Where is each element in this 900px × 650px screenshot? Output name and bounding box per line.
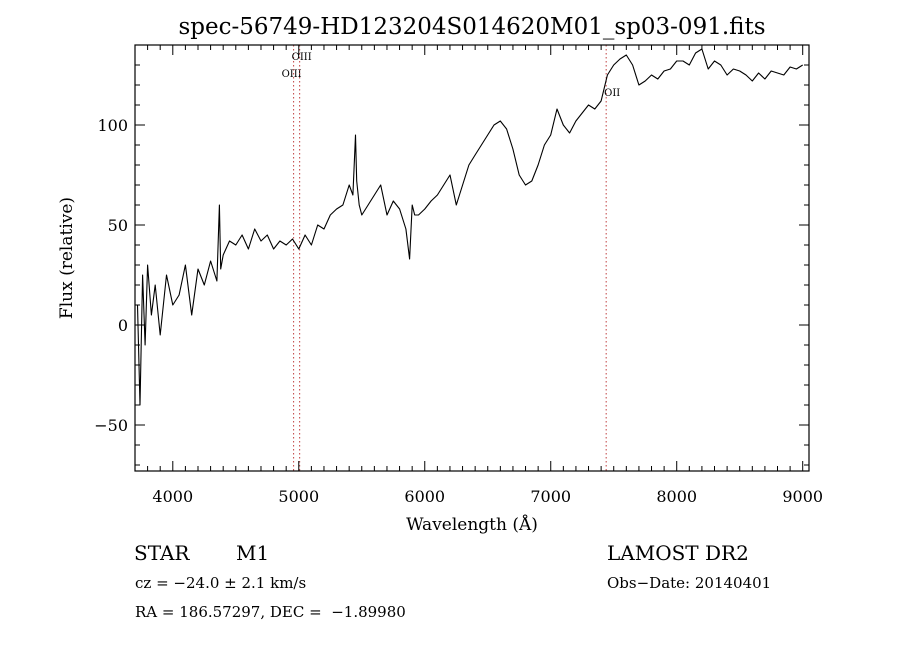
line-marker-label: OII <box>604 88 620 99</box>
y-tick-label: 50 <box>108 216 128 235</box>
y-tick-label: 0 <box>118 316 128 335</box>
x-tick-label: 9000 <box>782 487 823 506</box>
line-marker-label: OIII <box>292 52 312 63</box>
object-type: STAR <box>134 541 190 565</box>
spectrum-line-layer <box>136 48 803 406</box>
redshift-velocity: cz = −24.0 ± 2.1 km/s <box>135 574 307 592</box>
x-axis-label: Wavelength (Å) <box>406 514 538 535</box>
x-tick-label: 6000 <box>404 487 445 506</box>
y-axis-label: Flux (relative) <box>57 197 77 319</box>
axis-ticks: 4000 5000 6000 7000 8000 9000 −50 0 50 100 <box>94 44 823 506</box>
x-tick-label: 5000 <box>278 487 319 506</box>
y-tick-label: 100 <box>97 116 128 135</box>
x-tick-label: 7000 <box>530 487 571 506</box>
coordinates: RA = 186.57297, DEC = −1.89980 <box>135 603 406 621</box>
chart-title: spec-56749-HD123204S014620M01_sp03-091.f… <box>178 14 765 40</box>
observation-date: Obs−Date: 20140401 <box>607 574 772 592</box>
object-subclass: M1 <box>236 541 270 565</box>
x-tick-label: 8000 <box>656 487 697 506</box>
x-tick-label: 4000 <box>152 487 193 506</box>
plot-frame <box>134 44 810 472</box>
y-tick-label: −50 <box>94 416 128 435</box>
line-marker-label: OIII <box>282 69 302 80</box>
line-marker-layer: OIII OIII OII <box>282 45 620 471</box>
spectrum-series-0 <box>136 48 803 406</box>
survey-name: LAMOST DR2 <box>607 541 749 565</box>
